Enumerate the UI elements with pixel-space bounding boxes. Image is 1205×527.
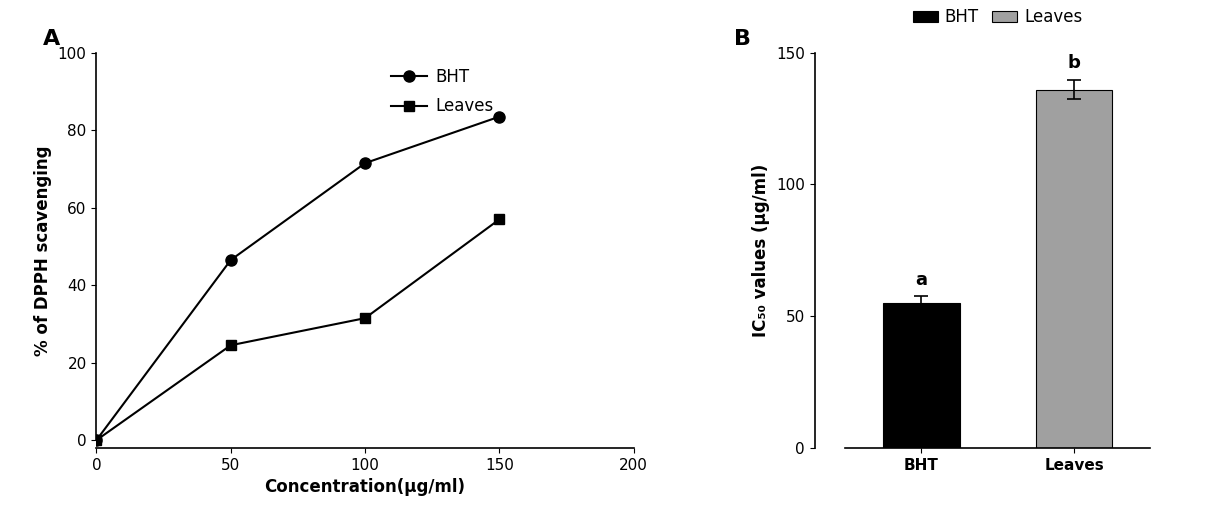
X-axis label: Concentration(μg/ml): Concentration(μg/ml) xyxy=(265,478,465,496)
Text: A: A xyxy=(42,29,60,49)
BHT xyxy=(492,113,506,120)
Leaves xyxy=(89,437,104,443)
Leaves xyxy=(492,216,506,222)
Y-axis label: IC₅₀ values (μg/ml): IC₅₀ values (μg/ml) xyxy=(752,164,770,337)
Text: B: B xyxy=(734,29,751,49)
BHT xyxy=(358,160,372,167)
Line: Leaves: Leaves xyxy=(92,214,504,445)
Y-axis label: % of DPPH scavenging: % of DPPH scavenging xyxy=(34,145,52,356)
Line: BHT: BHT xyxy=(90,111,505,446)
Leaves xyxy=(223,342,237,348)
Text: a: a xyxy=(916,270,928,288)
Bar xyxy=(1036,90,1112,448)
Legend: BHT, Leaves: BHT, Leaves xyxy=(384,61,501,122)
Legend: BHT, Leaves: BHT, Leaves xyxy=(906,2,1089,33)
BHT xyxy=(89,437,104,443)
Bar xyxy=(883,303,959,448)
BHT xyxy=(223,257,237,263)
Text: b: b xyxy=(1068,54,1081,72)
Leaves xyxy=(358,315,372,321)
